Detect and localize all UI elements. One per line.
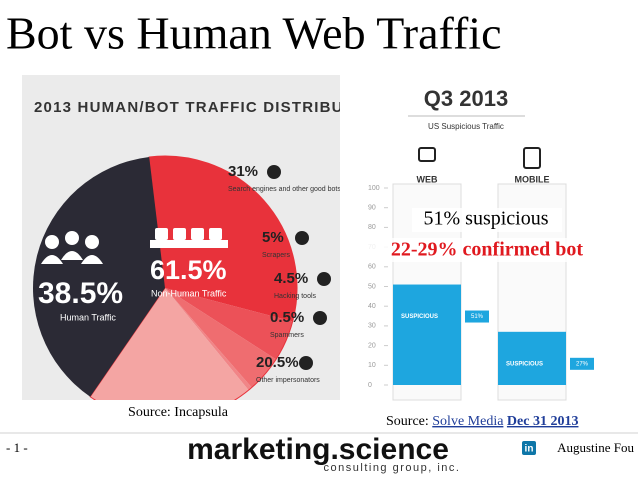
breakdown-value: 0.5% bbox=[270, 309, 304, 326]
y-tick-label: 20 bbox=[368, 342, 376, 349]
bar-chart: Q3 2013 US Suspicious Traffic 0 10 20 30 40 50 6… bbox=[368, 86, 606, 401]
source-right: Source: Solve Media Dec 31 2013 bbox=[386, 414, 578, 429]
linkedin-icon bbox=[522, 441, 536, 455]
breakdown-label: Scrapers bbox=[262, 252, 291, 259]
people-icon bbox=[65, 231, 79, 245]
breakdown-icon bbox=[267, 165, 281, 179]
annotation-bg bbox=[368, 238, 606, 262]
y-tick-label: 0 bbox=[368, 382, 372, 389]
annotation: 51% suspicious bbox=[424, 208, 549, 230]
robot-icon bbox=[150, 240, 228, 248]
annotation: 22-29% confirmed bot bbox=[391, 239, 584, 261]
bar-label: SUSPICIOUS bbox=[506, 361, 543, 367]
value-label: 27% bbox=[576, 361, 589, 367]
pie-slice bbox=[165, 288, 252, 391]
breakdown-label: Search engines and other good bots bbox=[228, 186, 341, 193]
robot-icon bbox=[191, 228, 204, 240]
source-prefix: Source: bbox=[386, 414, 429, 429]
breakdown-icon bbox=[295, 231, 309, 245]
bar-title: Q3 2013 bbox=[424, 86, 508, 111]
breakdown-icon bbox=[313, 311, 327, 325]
pie-label: Non-Human Traffic bbox=[151, 288, 227, 298]
people-icon bbox=[85, 235, 99, 249]
y-tick-label: 10 bbox=[368, 362, 376, 369]
value-tag bbox=[570, 357, 594, 370]
y-tick-label: 80 bbox=[368, 224, 376, 231]
annotation-bg bbox=[412, 208, 562, 232]
source-date: Dec 31 2013 bbox=[507, 414, 579, 429]
breakdown-value: 20.5% bbox=[256, 354, 299, 371]
robot-icon bbox=[155, 228, 168, 240]
breakdown-value: 5% bbox=[262, 229, 284, 246]
robot-icon bbox=[209, 228, 222, 240]
y-tick-label: 50 bbox=[368, 283, 376, 290]
source-left: Source: Incapsula bbox=[128, 405, 229, 420]
pie-slice bbox=[149, 156, 298, 322]
linkedin-icon-text: in bbox=[525, 444, 534, 455]
pie-title: 2013 HUMAN/BOT TRAFFIC DISTRIBUTION bbox=[34, 99, 384, 116]
x-tick-label: WEB bbox=[417, 174, 438, 184]
pie-value: 61.5% bbox=[150, 255, 227, 285]
breakdown-value: 31% bbox=[228, 163, 258, 180]
pie-slice bbox=[165, 288, 277, 388]
pie-chart: 2013 HUMAN/BOT TRAFFIC DISTRIBUTION 38.5%… bbox=[32, 99, 384, 400]
y-tick-label: 90 bbox=[368, 205, 376, 212]
bar bbox=[393, 284, 461, 385]
device-icon bbox=[418, 147, 436, 162]
bar-label: SUSPICIOUS bbox=[401, 314, 438, 320]
breakdown-label: Hacking tools bbox=[274, 293, 317, 300]
x-tick-label: MOBILE bbox=[515, 174, 550, 184]
source-link[interactable]: Solve Media bbox=[432, 414, 504, 429]
breakdown-icon bbox=[299, 356, 313, 370]
pie-slice-group bbox=[89, 155, 298, 400]
author: Augustine Fou bbox=[557, 440, 634, 455]
robot-icon bbox=[173, 228, 186, 240]
value-label: 51% bbox=[471, 314, 484, 320]
pie-label: Human Traffic bbox=[60, 312, 116, 322]
pie-value: 38.5% bbox=[38, 277, 123, 310]
y-tick-label: 60 bbox=[368, 264, 376, 271]
people-icon bbox=[81, 255, 103, 264]
breakdown-label: Spammers bbox=[270, 332, 304, 339]
page-number: - 1 - bbox=[6, 440, 28, 455]
pie-slice bbox=[165, 288, 293, 360]
y-tick-label: 30 bbox=[368, 323, 376, 330]
slide-title: Bot vs Human Web Traffic bbox=[6, 8, 502, 59]
people-icon bbox=[45, 235, 59, 249]
y-tick-label: 40 bbox=[368, 303, 376, 310]
pie-slice bbox=[90, 288, 249, 400]
breakdown-icon bbox=[317, 272, 331, 286]
people-icon bbox=[61, 251, 83, 260]
people-icon bbox=[41, 255, 63, 264]
value-tag bbox=[465, 310, 489, 323]
logo: marketing.science bbox=[187, 433, 449, 466]
bar-subtitle: US Suspicious Traffic bbox=[428, 122, 504, 131]
bar bbox=[498, 331, 566, 385]
y-tick-label: 100 bbox=[368, 185, 380, 192]
breakdown-value: 4.5% bbox=[274, 270, 308, 287]
pie-slice bbox=[32, 156, 165, 397]
device-icon bbox=[523, 147, 541, 169]
logo-sub: consulting group, inc. bbox=[324, 462, 461, 474]
breakdown-label: Other impersonators bbox=[256, 377, 320, 384]
